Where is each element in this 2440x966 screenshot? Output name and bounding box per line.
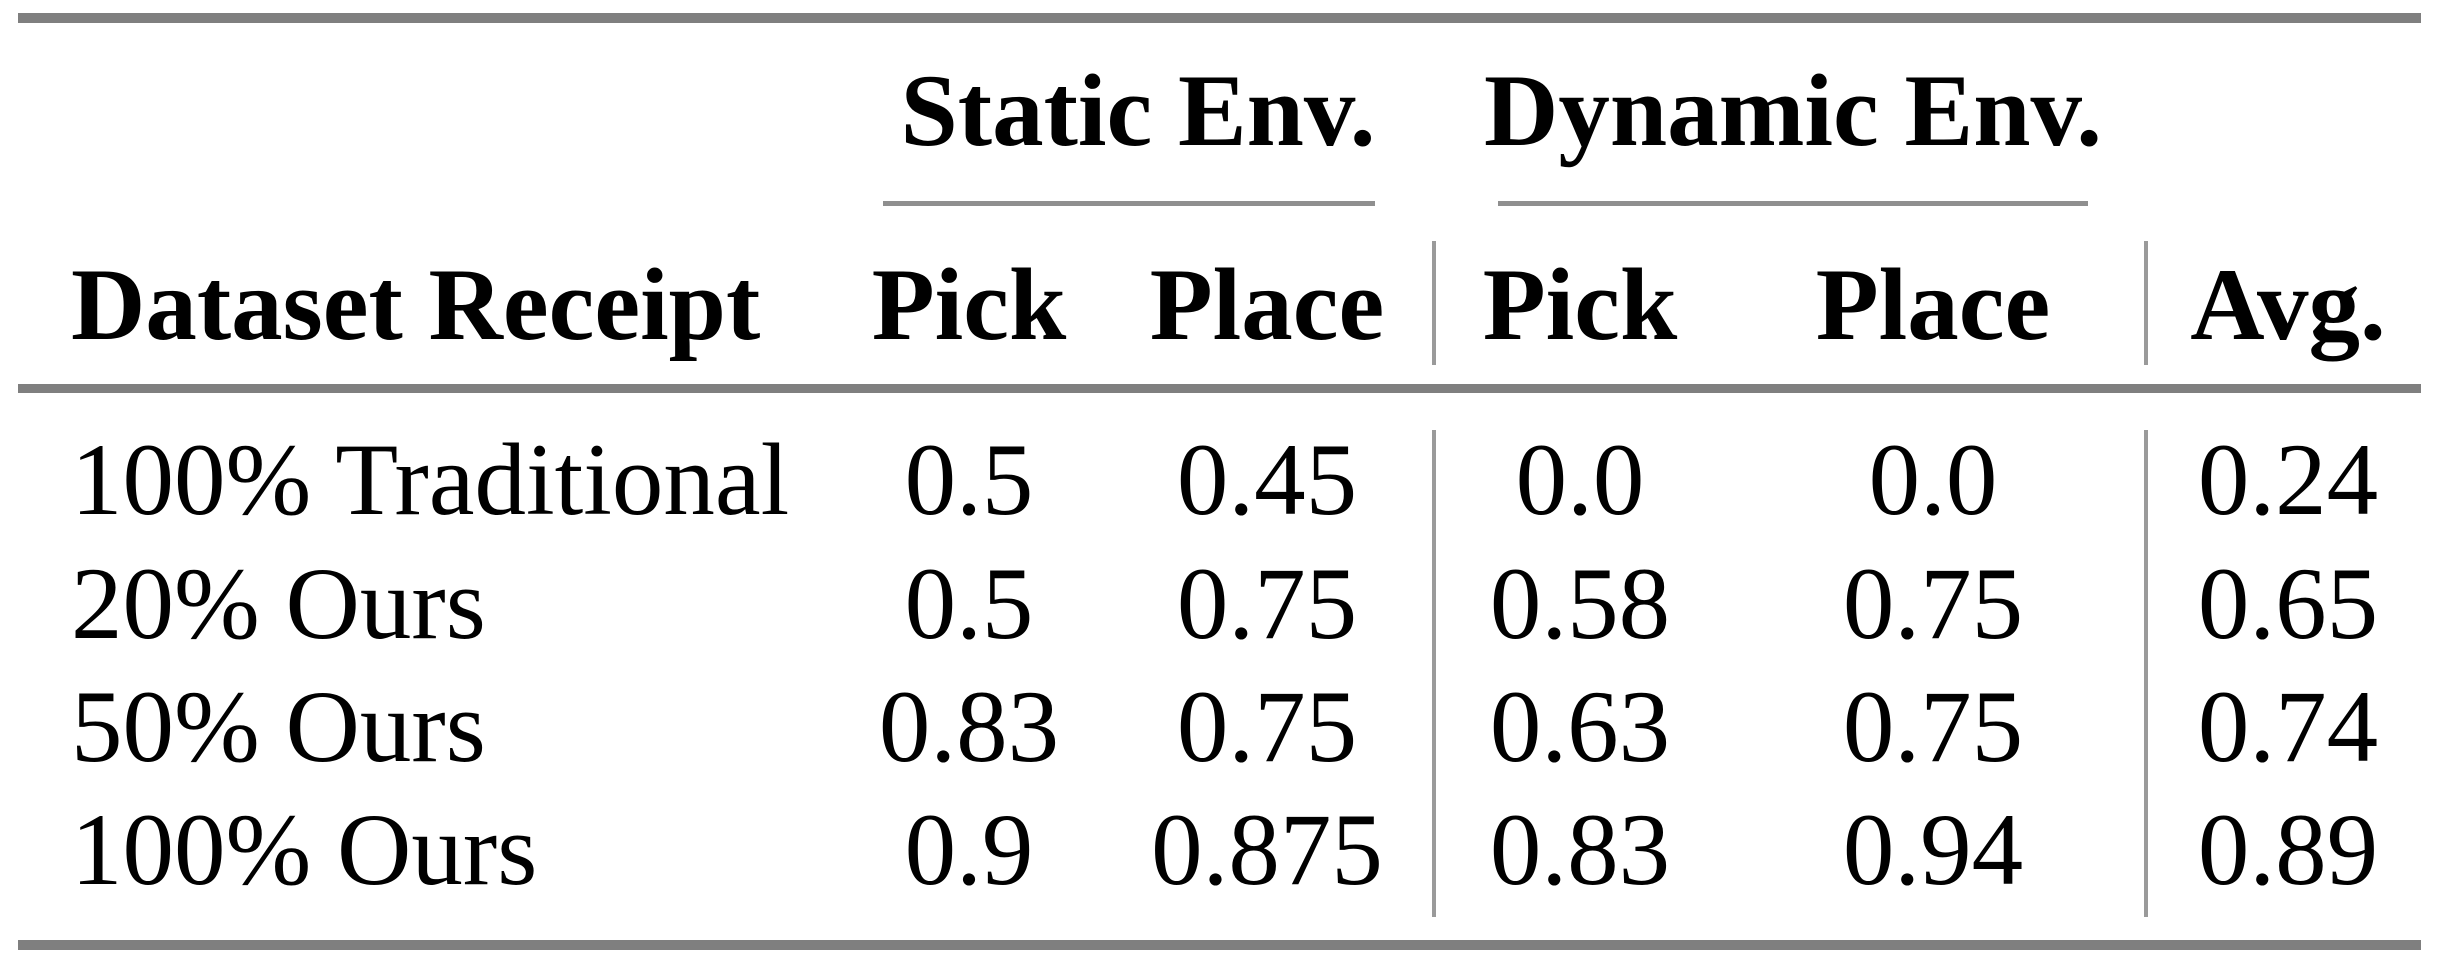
cell-avg: 0.65	[2197, 547, 2379, 661]
column-header-dataset-receipt: Dataset Receipt	[71, 248, 761, 362]
row-label: 100% Traditional	[71, 423, 790, 537]
cell-avg: 0.74	[2197, 670, 2379, 784]
cell-static-pick: 0.83	[878, 670, 1060, 784]
table-row: 100% Ours 0.9 0.875 0.83 0.94 0.89	[0, 788, 2440, 912]
cell-dynamic-pick: 0.58	[1489, 547, 1671, 661]
column-header-dynamic-pick: Pick	[1482, 248, 1678, 362]
cell-dynamic-pick: 0.83	[1489, 793, 1671, 907]
static-env-underline-rule	[883, 201, 1375, 206]
cell-static-place: 0.75	[1176, 547, 1358, 661]
table-row: 20% Ours 0.5 0.75 0.58 0.75 0.65	[0, 542, 2440, 666]
cell-dynamic-place: 0.75	[1842, 670, 2024, 784]
cell-static-pick: 0.5	[904, 423, 1034, 537]
column-header-dynamic-place: Place	[1815, 248, 2051, 362]
cell-dynamic-pick: 0.63	[1489, 670, 1671, 784]
group-header-dynamic-env: Dynamic Env.	[1483, 54, 2103, 168]
column-divider-static-dynamic-header	[1432, 241, 1436, 365]
table-row: 100% Traditional 0.5 0.45 0.0 0.0 0.24	[0, 418, 2440, 542]
cell-dynamic-pick: 0.0	[1515, 423, 1645, 537]
column-header-row: Dataset Receipt Pick Place Pick Place Av…	[0, 243, 2440, 367]
column-divider-static-dynamic-body	[1432, 430, 1436, 917]
cell-avg: 0.89	[2197, 793, 2379, 907]
column-divider-dynamic-avg-header	[2144, 241, 2148, 365]
cell-static-place: 0.75	[1176, 670, 1358, 784]
dynamic-env-underline-rule	[1498, 201, 2088, 206]
table-row: 50% Ours 0.83 0.75 0.63 0.75 0.74	[0, 665, 2440, 789]
group-header-static-env: Static Env.	[900, 54, 1376, 168]
top-rule	[18, 13, 2421, 23]
group-header-row: Static Env. Dynamic Env.	[0, 49, 2440, 173]
column-header-static-pick: Pick	[871, 248, 1067, 362]
bottom-rule	[18, 940, 2421, 950]
row-label: 50% Ours	[71, 670, 486, 784]
cell-static-place: 0.45	[1176, 423, 1358, 537]
cell-dynamic-place: 0.94	[1842, 793, 2024, 907]
cell-dynamic-place: 0.0	[1868, 423, 1998, 537]
column-header-static-place: Place	[1149, 248, 1385, 362]
cell-static-place: 0.875	[1151, 793, 1383, 907]
cell-dynamic-place: 0.75	[1842, 547, 2024, 661]
row-label: 100% Ours	[71, 793, 538, 907]
column-header-avg: Avg.	[2190, 248, 2386, 362]
cell-avg: 0.24	[2197, 423, 2379, 537]
column-divider-dynamic-avg-body	[2144, 430, 2148, 917]
cell-static-pick: 0.9	[904, 793, 1034, 907]
row-label: 20% Ours	[71, 547, 486, 661]
cell-static-pick: 0.5	[904, 547, 1034, 661]
header-separator-rule	[18, 384, 2421, 393]
